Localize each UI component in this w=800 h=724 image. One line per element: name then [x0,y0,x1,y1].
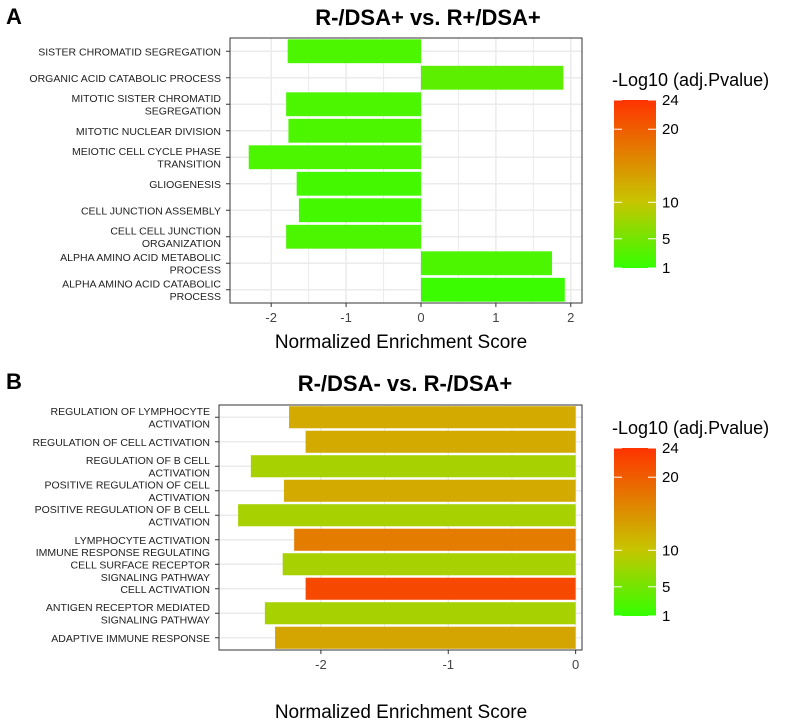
panel-a-bar [248,145,421,170]
panel-a-category-label: GLIOGENESIS [149,179,221,191]
panel-b-bar [275,626,576,649]
panel-b-category-label: ANTIGEN RECEPTOR MEDIATED SIGNALING PATHW… [46,602,211,627]
panel-a-bar [287,39,421,64]
panel-b-border [218,404,583,651]
panel-b-x-tick-label: -1 [442,657,454,672]
panel-b-bar [238,504,576,527]
panel-a-bar [288,118,421,143]
panel-a-border [229,37,583,304]
panel-a-legend-tick-label: 5 [662,231,670,248]
panel-a-category-label: CELL JUNCTION ASSEMBLY [81,205,221,217]
panel-b-legend-tick-label: 10 [662,542,679,559]
panel-a-x-tick-label: 1 [492,310,499,325]
panel-b-legend-tick-label: 1 [662,608,670,625]
panel-a-bar [298,198,421,223]
panel-a-category-label: MEIOTIC CELL CYCLE PHASE TRANSITION [72,146,221,171]
panel-a-x-tick-label: -1 [340,310,352,325]
panel-b-legend-tick-label: 24 [662,440,679,457]
panel-b-plot: REGULATION OF LYMPHOCYTE ACTIVATION REGULA… [32,404,583,672]
panel-a-x-tick-label: 0 [417,310,424,325]
panel-a-x-axis-label: Normalized Enrichment Score [275,332,527,353]
panel-b-legend-tick-label: 5 [662,579,670,596]
panel-a-legend-tick-label: 20 [662,121,679,138]
panel-a-legend-colorbar [614,100,656,268]
panel-b-bar [305,577,576,600]
panel-b-x-tick-label: -2 [315,657,327,672]
panel-b-title: R-/DSA- vs. R-/DSA+ [298,371,513,396]
panel-b-category-label: REGULATION OF CELL ACTIVATION [32,437,210,449]
panel-a: A R-/DSA+ vs. R+/DSA+ SISTER CHROMATID S… [6,4,769,353]
panel-a-bar [420,251,553,276]
panel-b-x-tick-label: 0 [572,657,579,672]
panel-a-title: R-/DSA+ vs. R+/DSA+ [315,5,541,30]
panel-a-bar [286,92,421,117]
panel-b-category-label: IMMUNE RESPONSE REGULATING CELL SURFACE R… [36,547,211,584]
panel-b-bar [282,553,576,576]
panel-b-category-label: REGULATION OF LYMPHOCYTE ACTIVATION [51,406,210,431]
panel-a-legend-tick-label: 1 [662,260,670,277]
panel-a-bar [286,224,421,249]
panel-a-category-label: SISTER CHROMATID SEGREGATION [38,46,221,58]
panel-b-bar [305,430,576,453]
panel-b-category-label: ADAPTIVE IMMUNE RESPONSE [51,633,210,645]
panel-a-category-label: ALPHA AMINO ACID METABOLIC PROCESS [60,252,221,277]
panel-a-category-label: CELL CELL JUNCTION ORGANIZATION [110,226,221,251]
panel-a-category-label: MITOTIC SISTER CHROMATID SEGREGATION [71,93,221,118]
panel-a-bar [420,277,565,302]
panel-b-category-label: POSITIVE REGULATION OF CELL ACTIVATION [44,480,210,505]
panel-a-x-tick-label: 2 [567,310,574,325]
panel-a-category-label: ALPHA AMINO ACID CATABOLIC PROCESS [62,279,221,304]
panel-a-x-tick-label: -2 [265,310,277,325]
panel-b-legend: -Log10 (adj.Pvalue) 1 5 10 20 24 [612,418,769,625]
panel-b-category-label: REGULATION OF B CELL ACTIVATION [86,455,210,480]
panel-b-bar [289,406,576,429]
panel-b-bar [250,455,576,478]
panel-b-category-label: CELL ACTIVATION [120,584,210,596]
panel-b-bar [294,528,576,551]
panel-a-legend-tick-label: 10 [662,194,679,211]
panel-b-legend-title: -Log10 (adj.Pvalue) [612,418,769,438]
panel-b-category-label: LYMPHOCYTE ACTIVATION [75,535,210,547]
panel-b-label: B [6,369,22,394]
panel-b-legend-tick-label: 20 [662,469,679,486]
panel-a-category-label: ORGANIC ACID CATABOLIC PROCESS [29,73,221,85]
panel-b: B R-/DSA- vs. R-/DSA+ REGULATION OF LYMP… [6,369,769,723]
panel-b-bar [264,602,576,625]
panel-a-bar [420,65,564,90]
panel-a-label: A [6,4,22,29]
panel-b-bar [283,479,576,502]
panel-a-legend-title: -Log10 (adj.Pvalue) [612,70,769,90]
panel-a-legend: -Log10 (adj.Pvalue) 1 5 10 20 24 [612,70,769,277]
panel-a-bar [296,171,421,196]
panel-a-category-label: MITOTIC NUCLEAR DIVISION [76,126,221,138]
panel-b-category-label: POSITIVE REGULATION OF B CELL ACTIVATION [35,504,211,529]
panel-a-plot: SISTER CHROMATID SEGREGATION ORGANIC ACID… [29,37,583,325]
panel-b-legend-colorbar [614,448,656,616]
panel-a-legend-tick-label: 24 [662,92,679,109]
panel-b-x-axis-label: Normalized Enrichment Score [275,702,527,723]
